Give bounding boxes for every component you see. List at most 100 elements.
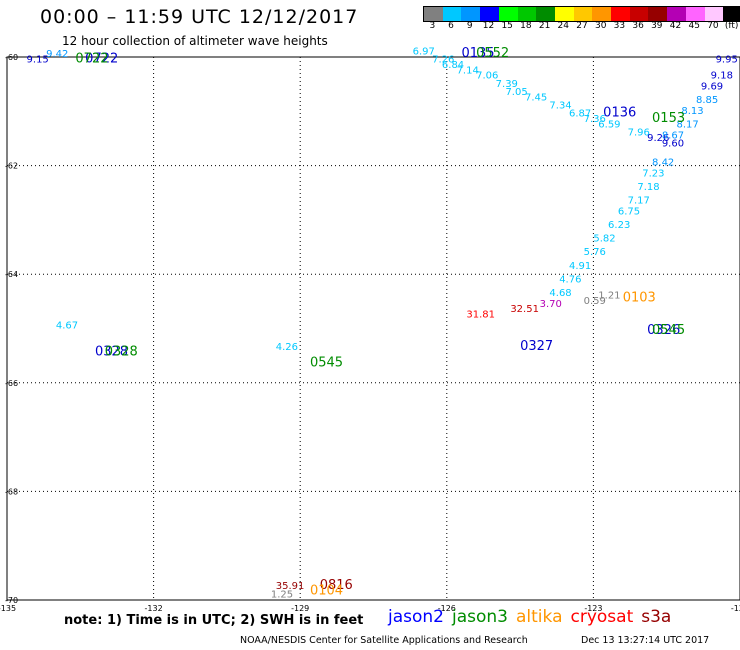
wave-height-label: 7.14 <box>457 65 479 76</box>
color-legend-labels: 3 6 9 12 15 18 21 24 27 30 33 36 39 42 45 70 (ft) <box>423 21 740 33</box>
legend-swatch <box>480 7 499 21</box>
pass-time-label: 0327 <box>520 339 553 354</box>
page-subtitle: 12 hour collection of altimeter wave hei… <box>62 34 328 48</box>
footer-note: note: 1) Time is in UTC; 2) SWH is in fe… <box>64 613 364 628</box>
legend-label: 30 <box>594 21 607 31</box>
legend-swatch <box>536 7 555 21</box>
wave-height-label: 8.13 <box>681 106 703 117</box>
wave-height-label: 6.84 <box>442 60 464 71</box>
x-tick-label: -132 <box>145 604 163 613</box>
footer-timestamp: Dec 13 13:27:14 UTC 2017 <box>581 635 710 646</box>
legend-label: 42 <box>669 21 682 31</box>
wave-height-label: 6.97 <box>413 46 435 57</box>
wave-height-label: 7.05 <box>505 87 527 98</box>
pass-time-label: 0552 <box>476 46 509 61</box>
wave-height-label: 7.36 <box>584 114 606 125</box>
y-tick-label: -66 <box>5 379 18 388</box>
legend-swatch <box>517 7 537 21</box>
pass-time-label: 0136 <box>603 106 636 121</box>
pass-time-label: 0545 <box>652 323 685 338</box>
wave-height-label: 7.17 <box>628 196 650 207</box>
wave-height-label: 7.34 <box>549 101 571 112</box>
wave-height-label: 1.21 <box>598 291 620 302</box>
wave-height-label: 4.76 <box>559 274 581 285</box>
legend-swatch <box>461 7 481 21</box>
legend-label: 6 <box>448 21 454 31</box>
x-tick-label: -120 <box>731 604 740 613</box>
legend-label: 21 <box>538 21 551 31</box>
satellite-name-altika: altika <box>516 607 563 627</box>
wave-height-label: 6.75 <box>618 206 640 217</box>
wave-height-label: 4.26 <box>276 342 298 353</box>
legend-swatch <box>424 7 443 21</box>
legend-label: (ft) <box>724 21 739 31</box>
wave-height-label: 9.15 <box>27 54 49 65</box>
plot-frame <box>6 56 740 601</box>
wave-height-label: 4.67 <box>56 321 78 332</box>
pass-time-label: 0103 <box>623 290 656 305</box>
legend-swatch <box>704 7 724 21</box>
satellite-legend: jason2 jason3 altika cryosat s3a <box>388 607 679 627</box>
wave-height-label: 8.67 <box>662 130 684 141</box>
wave-height-label: 31.81 <box>466 310 495 321</box>
wave-height-label: 7.96 <box>628 128 650 139</box>
legend-swatch <box>648 7 668 21</box>
pass-time-label: 0328 <box>105 345 138 360</box>
pass-time-label: 0328 <box>95 345 128 360</box>
wave-height-label: 9.95 <box>716 54 738 65</box>
page-title: 00:00 – 11:59 UTC 12/12/2017 <box>40 6 359 28</box>
wave-height-label: 35.91 <box>276 581 305 592</box>
wave-height-label: 7.06 <box>476 71 498 82</box>
y-tick-label: -62 <box>5 162 18 171</box>
legend-swatch <box>498 7 518 21</box>
wave-height-label: 7.18 <box>637 182 659 193</box>
pass-time-label: 0816 <box>320 578 353 593</box>
satellite-name-jason2: jason2 <box>388 607 444 627</box>
pass-time-label: 0326 <box>647 323 680 338</box>
legend-label: 33 <box>613 21 626 31</box>
legend-label: 39 <box>651 21 663 31</box>
wave-height-label: 0.59 <box>584 296 606 307</box>
legend-label: 36 <box>632 21 644 31</box>
satellite-name-s3a: s3a <box>641 607 672 627</box>
pass-time-label: 0722 <box>85 51 118 66</box>
pass-time-label: 0153 <box>652 111 685 126</box>
color-legend <box>423 6 740 22</box>
pass-time-label: 0135 <box>461 46 494 61</box>
wave-height-label: 7.39 <box>496 79 518 90</box>
wave-height-label: 7.45 <box>525 92 547 103</box>
wave-height-label: 4.91 <box>569 261 591 272</box>
x-tick-label: -126 <box>438 604 456 613</box>
wave-height-label: 9.26 <box>647 133 669 144</box>
legend-swatch <box>573 7 593 21</box>
wave-height-label: 5.76 <box>584 247 606 258</box>
legend-swatch <box>592 7 612 21</box>
x-tick-label: -123 <box>584 604 602 613</box>
y-tick-label: -60 <box>5 53 18 62</box>
wave-height-label: 4.68 <box>549 288 571 299</box>
wave-height-label: 6.59 <box>598 120 620 131</box>
wave-height-label: 9.42 <box>46 49 68 60</box>
wave-height-label: 8.42 <box>652 158 674 169</box>
y-tick-label: -64 <box>5 270 18 279</box>
wave-height-label: 6.23 <box>608 220 630 231</box>
legend-label: 18 <box>520 21 532 31</box>
legend-swatch <box>442 7 462 21</box>
wave-height-label: 5.82 <box>593 234 615 245</box>
legend-label: 12 <box>482 21 495 31</box>
wave-height-label: 9.18 <box>711 71 733 82</box>
legend-swatch <box>629 7 649 21</box>
pass-time-label: 0722 <box>75 51 108 66</box>
x-tick-label: -135 <box>0 604 16 613</box>
wave-height-label: 7.26 <box>432 54 454 65</box>
legend-swatch <box>554 7 574 21</box>
footer-credit: NOAA/NESDIS Center for Satellite Applica… <box>240 635 528 646</box>
wave-height-label: 7.23 <box>642 168 664 179</box>
satellite-name-jason3: jason3 <box>452 607 508 627</box>
pass-time-label: 0545 <box>310 356 343 371</box>
legend-label: 3 <box>429 21 436 31</box>
legend-swatch <box>685 7 705 21</box>
legend-label: 27 <box>576 21 588 31</box>
legend-swatch <box>723 7 740 21</box>
